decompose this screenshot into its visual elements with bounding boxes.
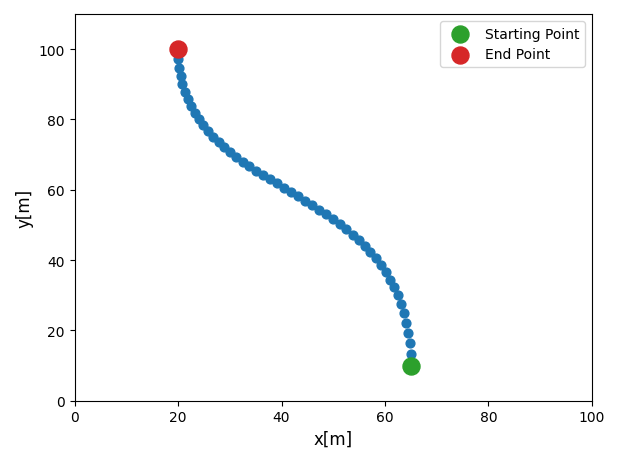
Point xyxy=(401,319,411,326)
Point xyxy=(354,237,364,244)
Point xyxy=(203,128,213,136)
Point xyxy=(308,202,317,209)
Point xyxy=(194,116,204,124)
End Point xyxy=(173,46,183,54)
Point xyxy=(186,103,196,111)
Point xyxy=(406,362,416,369)
Point xyxy=(405,350,415,358)
Point xyxy=(258,172,268,179)
Point xyxy=(385,276,395,284)
Point xyxy=(286,189,296,196)
Point xyxy=(244,163,254,170)
Point xyxy=(399,310,409,317)
Point xyxy=(190,110,200,118)
Point xyxy=(389,284,399,291)
X-axis label: x[m]: x[m] xyxy=(314,430,353,448)
Point xyxy=(341,226,351,233)
Point xyxy=(174,65,184,72)
Point xyxy=(279,185,289,192)
Point xyxy=(213,139,223,146)
Point xyxy=(376,262,386,269)
Starting Point xyxy=(406,362,416,369)
Point xyxy=(381,269,391,276)
Point xyxy=(272,181,281,188)
Point xyxy=(405,339,415,347)
Point xyxy=(173,46,183,54)
Point xyxy=(198,123,208,130)
Point xyxy=(314,206,324,214)
Point xyxy=(231,154,241,161)
Point xyxy=(177,81,187,89)
Point xyxy=(321,211,331,219)
Legend: Starting Point, End Point: Starting Point, End Point xyxy=(440,22,585,68)
Point xyxy=(371,255,381,263)
Point xyxy=(328,216,338,223)
Point xyxy=(265,176,275,183)
Point xyxy=(396,300,406,308)
Point xyxy=(208,134,218,141)
Point xyxy=(404,329,414,337)
Point xyxy=(348,232,358,239)
Point xyxy=(219,144,229,151)
Point xyxy=(365,249,375,256)
Point xyxy=(225,149,235,156)
Point xyxy=(393,292,403,300)
Y-axis label: y[m]: y[m] xyxy=(15,188,33,227)
Point xyxy=(335,221,345,228)
Point xyxy=(180,89,190,96)
Point xyxy=(183,96,193,104)
Point xyxy=(237,158,247,166)
Point xyxy=(175,73,185,81)
Point xyxy=(174,56,184,63)
Point xyxy=(293,193,303,200)
Point xyxy=(251,168,261,175)
Point xyxy=(360,243,370,250)
Point xyxy=(300,198,310,205)
